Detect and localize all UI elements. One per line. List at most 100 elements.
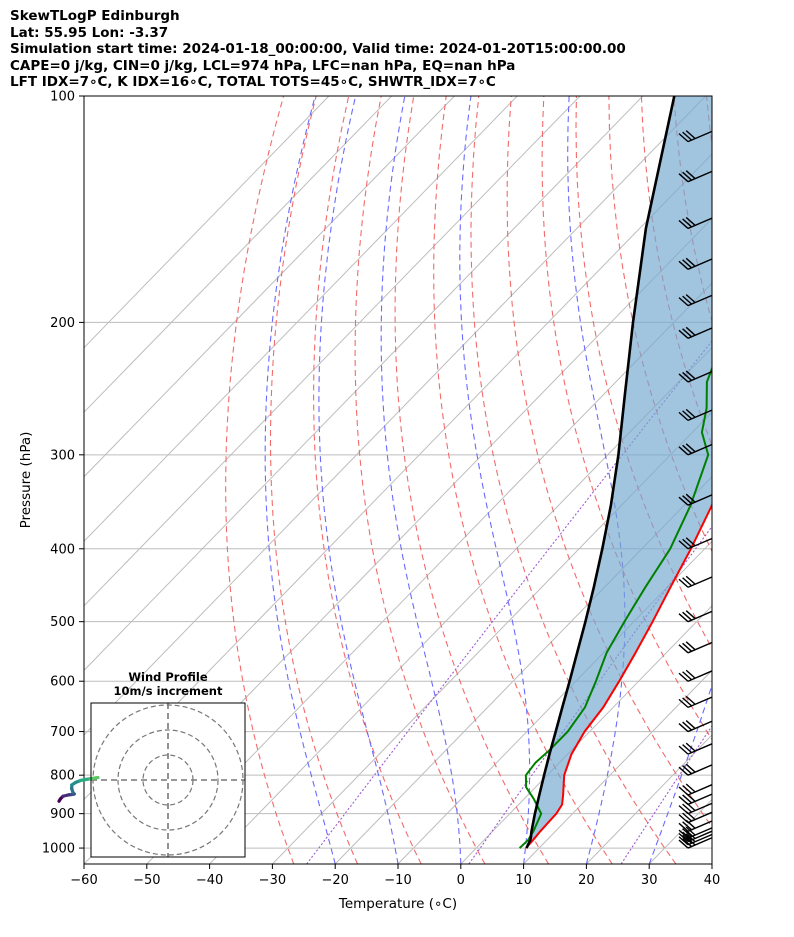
wind-barb-flag (685, 130, 696, 140)
wind-barb-flag (685, 408, 696, 418)
isotherm-line (84, 96, 707, 736)
isotherm-line (146, 282, 712, 864)
wind-barb-shaft (687, 130, 712, 143)
wind-barb-shaft (687, 370, 712, 383)
wind-barb-flag (682, 577, 693, 587)
dry-adiabat (313, 96, 422, 864)
dry-adiabat (772, 96, 794, 864)
y-tick-label: 700 (50, 725, 75, 740)
wind-barb-flag (678, 745, 689, 755)
dry-adiabat (269, 96, 359, 864)
wind-barb-shaft (687, 793, 712, 806)
isotherm-line (84, 96, 455, 478)
hodograph-title-text: Wind Profile (128, 670, 208, 684)
wind-barb-flag (685, 610, 696, 620)
temperature-line (525, 502, 712, 849)
title-line-times: Simulation start time: 2024-01-18_00:00:… (10, 41, 626, 57)
x-tick-label: 10 (515, 873, 532, 888)
title-line-indices: LFT IDX=7∘C, K IDX=16∘C, TOTAL TOTS=45∘C… (10, 74, 496, 90)
wind-barb-shaft (687, 820, 712, 832)
wind-barb-flag (685, 720, 696, 730)
wind-barb-flag (685, 695, 696, 705)
wind-barb-flag (682, 812, 693, 822)
wind-barb (678, 695, 712, 709)
wind-barb (678, 130, 712, 143)
wind-barb-flag (682, 697, 693, 707)
y-tick-label: 300 (50, 448, 75, 463)
wind-barb-flag (682, 410, 693, 420)
isotherm-line (209, 346, 712, 864)
wind-barb-shaft (687, 833, 712, 846)
moist-adiabats (264, 96, 712, 864)
y-tick-label: 100 (50, 90, 75, 105)
wind-barb (678, 720, 712, 733)
x-tick-label: −50 (133, 873, 160, 888)
y-tick-label: 900 (50, 807, 75, 822)
wind-barb-flag (682, 721, 693, 731)
isotherm-line (84, 96, 581, 607)
wind-barb-shaft (687, 443, 712, 456)
wind-barb-flag (678, 644, 689, 654)
wind-barb-flag (682, 611, 693, 621)
x-tick-label: −40 (196, 873, 223, 888)
isotherm-line (586, 734, 712, 864)
isotherm-line (460, 605, 712, 864)
wind-barb-flag (685, 829, 696, 839)
wind-barb-flag (678, 133, 689, 143)
wind-barb-flag (678, 540, 689, 550)
x-tick-label: −20 (321, 873, 348, 888)
wind-barb-flag (678, 786, 689, 796)
wind-barb (678, 742, 712, 755)
x-tick-label: 0 (457, 873, 465, 888)
wind-barb-flag (678, 496, 689, 506)
wind-barb-flag (682, 495, 693, 505)
wind-barb-flag (678, 411, 689, 421)
isotherm-line (397, 540, 712, 864)
wind-barb-flag (678, 578, 689, 588)
wind-barb-shaft (687, 827, 712, 839)
dry-adiabat (354, 96, 486, 864)
wind-barb-flag (678, 672, 689, 682)
title-line-cape: CAPE=0 j/kg, CIN=0 j/kg, LCL=974 hPa, LF… (10, 57, 516, 74)
wind-barb-shaft (687, 837, 712, 849)
wind-barb-flag (685, 641, 696, 651)
wind-barb-flag (682, 218, 693, 228)
wind-barb-flag (682, 821, 693, 831)
x-axis-label: Temperature (∘C) (338, 896, 457, 912)
wind-barb-flag (678, 260, 689, 270)
hodograph-ring (117, 729, 219, 831)
wind-barbs (678, 130, 712, 849)
wind-barb-flag (678, 297, 689, 307)
wind-barb (678, 370, 712, 383)
wind-barb (678, 610, 712, 623)
wind-barb-shaft (687, 409, 712, 422)
x-tick-label: −10 (384, 873, 411, 888)
dry-adiabat (739, 96, 794, 864)
wind-barb-shaft (687, 494, 712, 506)
wind-barb-flag (678, 446, 689, 456)
y-tick-label: 1000 (42, 842, 75, 857)
wind-barb-shaft (687, 811, 712, 824)
wind-barb-flag (678, 723, 689, 733)
wind-barb (678, 829, 712, 843)
wind-barb-flag (678, 613, 689, 623)
wind-barb (678, 575, 712, 588)
hodograph-trace (57, 775, 100, 803)
wind-barb-flag (678, 814, 689, 824)
wind-barb (678, 493, 712, 506)
moist-adiabat (318, 96, 399, 864)
wind-barb-flag (678, 219, 689, 229)
wind-barb (678, 669, 712, 682)
wind-barb-shaft (687, 720, 712, 733)
wind-barb (678, 216, 712, 230)
wind-barb-flag (685, 537, 696, 547)
wind-barb-flag (682, 538, 693, 548)
x-tick-label: −30 (259, 873, 286, 888)
wind-barb-flag (685, 370, 696, 380)
wind-barb-flag (682, 784, 693, 795)
dewpoint-line (518, 365, 712, 849)
moist-adiabat (380, 96, 462, 864)
wind-barb-flag (678, 829, 689, 839)
wind-barb-flag (685, 575, 696, 585)
wind-barb (678, 294, 712, 307)
